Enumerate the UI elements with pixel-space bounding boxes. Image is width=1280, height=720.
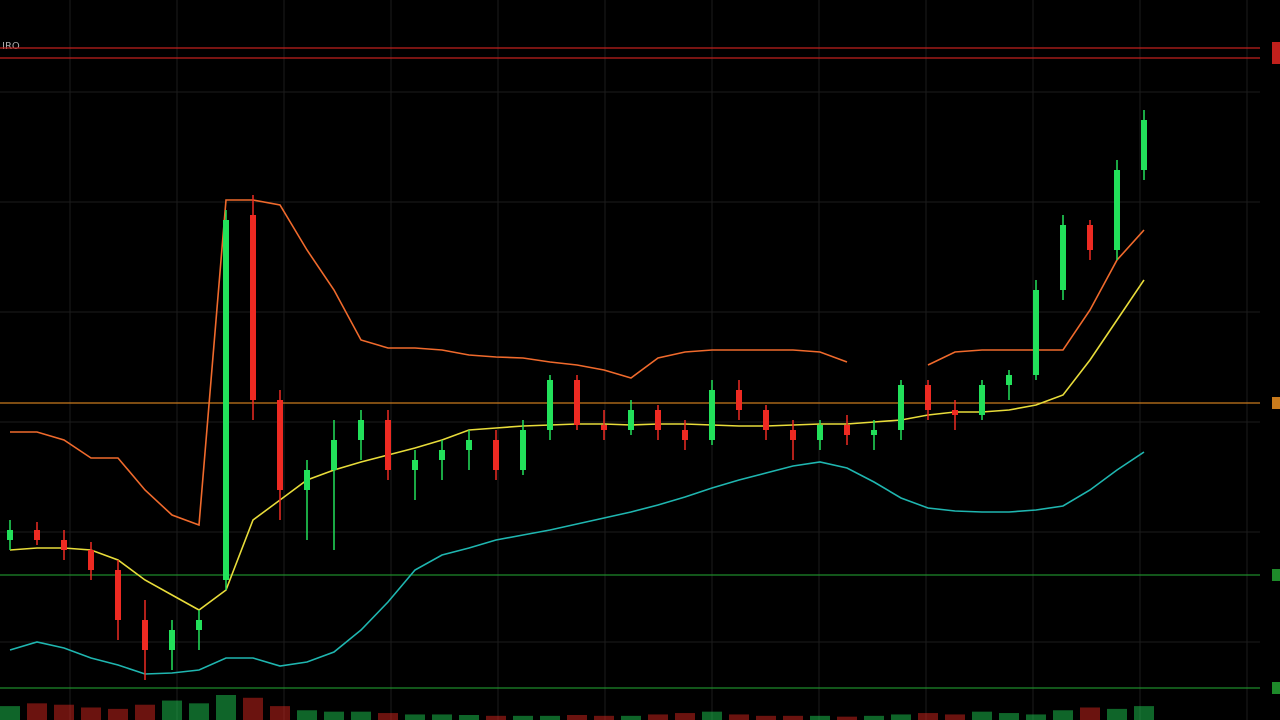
candle-body xyxy=(628,410,634,430)
candle-body xyxy=(817,425,823,440)
candle-body xyxy=(142,620,148,650)
volume-bar xyxy=(189,703,209,720)
volume-bar xyxy=(702,711,722,720)
candle-body xyxy=(1006,375,1012,385)
candle-body xyxy=(169,630,175,650)
volume-bar xyxy=(459,715,479,720)
candle-body xyxy=(88,550,94,570)
volume-bar xyxy=(513,715,533,720)
candle-body xyxy=(412,460,418,470)
volume-bar xyxy=(864,715,884,720)
volume-bar xyxy=(837,716,857,720)
volume-bar xyxy=(432,714,452,720)
candle-body xyxy=(385,420,391,470)
volume-bar xyxy=(297,710,317,720)
indicator-line xyxy=(9,451,1145,675)
candle-body xyxy=(1141,120,1147,170)
volume-bar xyxy=(675,713,695,720)
volume-bar xyxy=(1053,710,1073,720)
price-level-marker xyxy=(1272,397,1280,409)
volume-bar xyxy=(135,704,155,720)
volume-bar xyxy=(594,715,614,720)
candle-body xyxy=(493,440,499,470)
candle-body xyxy=(898,385,904,430)
volume-bar xyxy=(108,708,128,720)
candle-body xyxy=(304,470,310,490)
volume-bar xyxy=(216,695,236,720)
volume-bar xyxy=(540,715,560,720)
volume-bar xyxy=(783,715,803,720)
volume-bar xyxy=(486,715,506,720)
volume-bar xyxy=(162,700,182,720)
volume-bar xyxy=(324,711,344,720)
candle-body xyxy=(61,540,67,550)
volume-bar xyxy=(0,706,20,720)
candle-body xyxy=(871,430,877,435)
volume-bar xyxy=(1026,714,1046,720)
volume-bar xyxy=(621,715,641,720)
candle-body xyxy=(844,425,850,435)
volume-bar xyxy=(810,715,830,720)
candle-body xyxy=(466,440,472,450)
volume-bar xyxy=(756,715,776,720)
candle-body xyxy=(790,430,796,440)
candle-body xyxy=(763,410,769,430)
volume-bar xyxy=(27,703,47,720)
volume-bar xyxy=(999,713,1019,720)
price-level-marker xyxy=(1272,682,1280,694)
candle-body xyxy=(736,390,742,410)
candle-body xyxy=(1087,225,1093,250)
chart-title: IRO xyxy=(2,41,20,52)
volume-bar xyxy=(891,714,911,720)
candle-body xyxy=(925,385,931,410)
candle-body xyxy=(1060,225,1066,290)
candle-body xyxy=(439,450,445,460)
volume-bar xyxy=(945,714,965,720)
candle-body xyxy=(223,220,229,580)
volume-bar xyxy=(1080,707,1100,720)
candle-body xyxy=(331,440,337,470)
candle-body xyxy=(709,390,715,440)
price-level-marker xyxy=(1272,569,1280,581)
candle-body xyxy=(952,410,958,415)
candle-body xyxy=(655,410,661,430)
volume-bar xyxy=(729,714,749,720)
volume-bar xyxy=(567,715,587,720)
candle-body xyxy=(1114,170,1120,250)
candle-body xyxy=(277,400,283,490)
volume-bar xyxy=(918,713,938,720)
candle-body xyxy=(520,430,526,470)
candle-body xyxy=(34,530,40,540)
candle-body xyxy=(574,380,580,425)
volume-bar xyxy=(648,714,668,720)
volume-bar xyxy=(243,697,263,720)
price-level-marker xyxy=(1272,52,1280,64)
volume-bar xyxy=(1107,708,1127,720)
volume-bar xyxy=(54,704,74,720)
candle-body xyxy=(682,430,688,440)
volume-bar xyxy=(81,707,101,720)
volume-bar xyxy=(351,711,371,720)
candle-body xyxy=(601,425,607,430)
candle-body xyxy=(250,215,256,400)
candle-body xyxy=(7,530,13,540)
price-level-marker xyxy=(1272,42,1280,54)
candle-body xyxy=(1033,290,1039,375)
volume-bar xyxy=(1134,706,1154,720)
candle-body xyxy=(979,385,985,415)
volume-bar xyxy=(378,713,398,720)
candle-body xyxy=(196,620,202,630)
candle-body xyxy=(358,420,364,440)
candle-body xyxy=(115,570,121,620)
candle-body xyxy=(547,380,553,430)
volume-bar xyxy=(972,711,992,720)
volume-bar xyxy=(270,706,290,720)
volume-bar xyxy=(405,714,425,720)
